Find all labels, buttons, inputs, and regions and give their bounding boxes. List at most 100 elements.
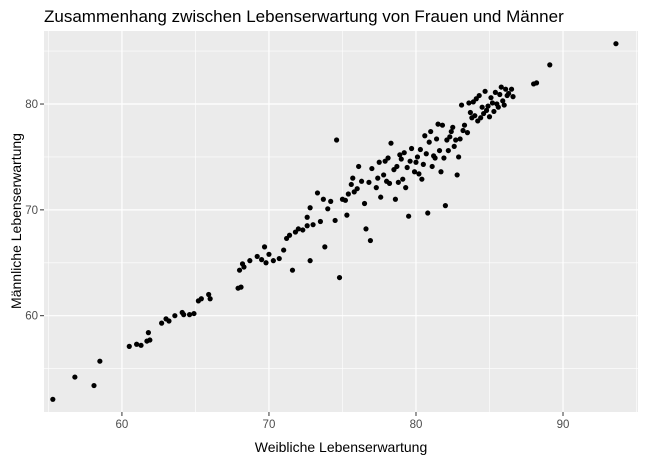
- data-point: [186, 312, 193, 318]
- data-point: [358, 178, 365, 184]
- data-point: [181, 312, 187, 318]
- data-point: [466, 100, 472, 106]
- data-point: [307, 205, 313, 211]
- data-point: [503, 86, 509, 92]
- data-point: [408, 145, 415, 152]
- data-point: [241, 264, 247, 270]
- data-point: [50, 396, 56, 402]
- y-tick-label: 70: [25, 205, 38, 217]
- data-point: [426, 139, 432, 145]
- data-point: [376, 159, 382, 165]
- data-point: [336, 274, 343, 281]
- data-point: [263, 260, 269, 266]
- data-point: [508, 86, 515, 92]
- data-point: [403, 185, 409, 191]
- data-point: [367, 237, 374, 244]
- data-point: [442, 203, 448, 209]
- data-point: [432, 155, 438, 161]
- data-point: [456, 154, 462, 160]
- data-point: [501, 102, 507, 108]
- data-point: [138, 342, 144, 348]
- data-point: [270, 258, 276, 264]
- y-axis-title: Männliche Lebenserwartung: [8, 133, 24, 309]
- data-point: [159, 320, 165, 326]
- data-point: [366, 179, 372, 185]
- data-point: [300, 227, 306, 233]
- y-tick-label: 80: [25, 99, 38, 111]
- data-point: [417, 146, 423, 153]
- data-point: [451, 143, 457, 149]
- data-point: [276, 255, 282, 262]
- data-point: [348, 181, 354, 188]
- data-point: [461, 122, 468, 128]
- major-gridlines: [44, 31, 638, 412]
- data-point: [320, 196, 326, 202]
- data-point: [401, 150, 407, 156]
- data-point: [198, 296, 204, 302]
- data-point: [547, 62, 553, 68]
- data-point: [613, 41, 619, 47]
- data-point: [126, 343, 132, 349]
- data-point: [363, 226, 369, 232]
- data-point: [356, 163, 362, 170]
- data-point: [304, 214, 310, 220]
- data-point: [206, 291, 212, 298]
- data-point: [425, 210, 431, 216]
- data-point: [388, 140, 394, 146]
- data-point: [464, 130, 471, 136]
- data-point: [91, 382, 97, 389]
- data-point: [342, 197, 349, 203]
- data-point: [479, 104, 485, 110]
- data-point: [489, 100, 496, 106]
- data-point: [259, 257, 265, 263]
- data-point: [361, 200, 368, 207]
- data-point: [506, 90, 512, 97]
- data-point: [460, 127, 466, 134]
- data-point: [404, 164, 410, 171]
- data-point: [482, 88, 488, 94]
- data-point: [134, 341, 140, 347]
- data-point: [445, 147, 451, 154]
- x-tick-label: 60: [116, 419, 129, 431]
- data-point: [428, 128, 434, 135]
- data-point: [369, 165, 375, 172]
- data-point: [266, 251, 272, 257]
- data-point: [172, 313, 178, 319]
- data-point: [344, 212, 350, 218]
- data-points: [50, 41, 619, 402]
- data-point: [392, 196, 399, 202]
- x-tick-label: 90: [557, 419, 570, 431]
- data-point: [147, 337, 153, 343]
- data-point: [354, 186, 360, 192]
- data-point: [310, 222, 316, 228]
- data-point: [317, 218, 324, 225]
- minor-gridlines: [44, 31, 638, 412]
- data-point: [307, 258, 313, 264]
- data-point: [411, 169, 418, 175]
- data-point: [433, 136, 440, 142]
- data-point: [236, 267, 243, 273]
- data-point: [254, 253, 260, 260]
- x-axis-title: Weibliche Lebenserwartung: [255, 439, 428, 455]
- data-point: [304, 223, 310, 229]
- data-point: [386, 180, 393, 186]
- data-point: [485, 103, 491, 109]
- data-point: [413, 159, 419, 165]
- data-point: [448, 128, 454, 135]
- data-point: [436, 147, 443, 154]
- data-point: [488, 95, 494, 101]
- data-point: [350, 175, 356, 181]
- data-point: [397, 152, 403, 158]
- data-point: [286, 232, 293, 238]
- data-point: [439, 122, 446, 128]
- data-point: [498, 84, 504, 90]
- x-tick-label: 80: [410, 419, 423, 431]
- data-point: [373, 185, 379, 191]
- data-point: [261, 244, 268, 250]
- data-point: [400, 176, 406, 182]
- data-point: [420, 161, 426, 167]
- data-point: [500, 98, 506, 104]
- data-point: [483, 107, 490, 113]
- data-point: [429, 163, 435, 170]
